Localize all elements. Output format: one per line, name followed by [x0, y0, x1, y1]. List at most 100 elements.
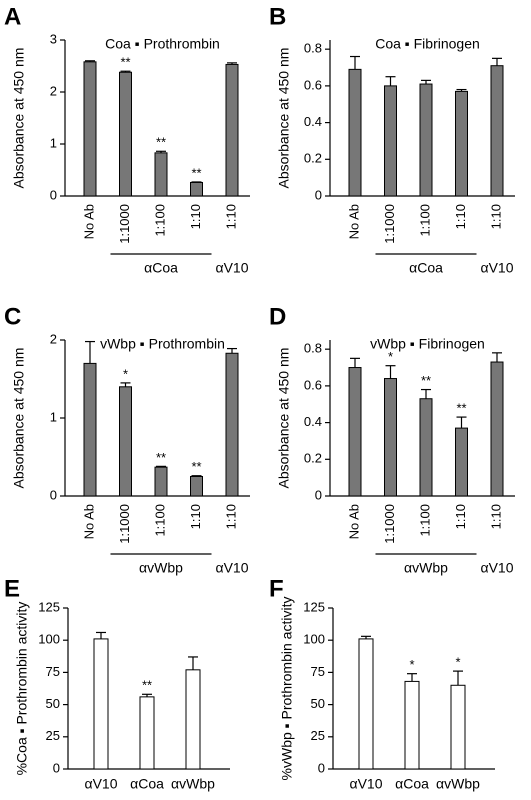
error-bar	[156, 465, 166, 468]
x-tick-label: αvWbp	[436, 776, 480, 792]
error-bar	[96, 631, 106, 639]
panel-letter: B	[269, 3, 286, 30]
x-tick-label: 1:100	[417, 504, 432, 537]
y-tick-label: 0.6	[304, 77, 322, 92]
y-axis-label: %Coa ▪ Prothrombin activity	[14, 602, 30, 776]
x-tick-label: 1:1000	[382, 504, 397, 544]
significance: *	[388, 349, 393, 364]
x-tick-label: 1:10	[188, 204, 203, 229]
bar	[225, 63, 239, 197]
error-bar	[361, 635, 371, 639]
error-bar	[120, 382, 131, 387]
group-label: αV10	[215, 560, 248, 576]
error-bar	[421, 388, 431, 399]
error-bar	[456, 416, 467, 429]
y-tick-label: 25	[46, 728, 60, 743]
error-bar	[492, 57, 502, 66]
bar	[455, 427, 468, 497]
bar	[154, 152, 168, 197]
y-tick-label: 2	[50, 331, 57, 346]
x-tick-label: αvWbp	[171, 776, 215, 792]
error-bar	[85, 60, 95, 62]
group-label: αV10	[480, 260, 513, 276]
error-bar	[191, 475, 202, 477]
panel-letter: A	[4, 3, 21, 30]
error-bar	[142, 693, 152, 697]
significance: *	[455, 655, 460, 670]
bar	[490, 361, 504, 497]
significance: **	[156, 135, 166, 150]
y-tick-label: 0.8	[304, 41, 322, 56]
y-tick-label: 0	[315, 187, 322, 202]
error-bar	[120, 70, 131, 73]
x-tick-label: 1:10	[453, 204, 468, 229]
bar	[93, 638, 109, 770]
y-tick-label: 50	[46, 696, 60, 711]
error-bar	[385, 365, 396, 379]
significance: *	[123, 366, 128, 381]
panel: F%vWbp ▪ Prothrombin activity 0 25 50 75 100 1…	[269, 575, 495, 792]
error-bar	[350, 357, 360, 368]
bar	[83, 61, 97, 197]
x-tick-label: 1:10	[488, 504, 503, 529]
x-tick-label: αV10	[84, 776, 117, 792]
panel-letter: F	[269, 575, 284, 602]
x-tick-label: 1:10	[488, 204, 503, 229]
bar	[154, 466, 168, 497]
y-tick-label: 125	[38, 599, 60, 614]
bar	[348, 367, 362, 497]
bar	[490, 65, 504, 197]
y-tick-label: 75	[311, 664, 325, 679]
panel: B Coa ▪ Fibrinogen Absorbance at 450 nm 0 0.…	[269, 3, 515, 276]
y-tick-label: 75	[46, 664, 60, 679]
significance: **	[191, 459, 201, 474]
bar	[384, 85, 397, 197]
y-axis-label: %vWbp ▪ Prothrombin activity	[279, 597, 295, 781]
y-tick-label: 1	[50, 135, 57, 150]
bar	[358, 638, 374, 770]
x-tick-label: αCoa	[130, 776, 164, 792]
y-tick-label: 25	[311, 728, 325, 743]
x-tick-label: 1:10	[453, 504, 468, 529]
y-tick-label: 50	[311, 696, 325, 711]
x-tick-label: 1:100	[152, 204, 167, 237]
panel-letter: D	[269, 303, 286, 330]
error-bar	[456, 88, 467, 92]
error-bar	[385, 76, 396, 86]
group-label: αCoa	[144, 260, 178, 276]
y-tick-label: 2	[50, 83, 57, 98]
group-label: αCoa	[409, 260, 443, 276]
significance: **	[421, 373, 431, 388]
group-label: αV10	[215, 260, 248, 276]
y-tick-label: 100	[303, 632, 325, 647]
x-tick-label: 1:1000	[117, 504, 132, 544]
x-tick-label: 1:10	[223, 504, 238, 529]
bar	[139, 696, 155, 770]
bar	[185, 669, 201, 770]
x-tick-label: 1:10	[223, 204, 238, 229]
y-tick-label: 0.6	[304, 377, 322, 392]
group-label: αV10	[480, 560, 513, 576]
y-tick-label: 0.4	[304, 114, 322, 129]
bar	[83, 362, 97, 497]
y-tick-label: 0	[53, 760, 60, 775]
x-tick-label: 1:10	[188, 504, 203, 529]
bar	[419, 398, 433, 497]
x-tick-label: αV10	[349, 776, 382, 792]
y-tick-label: 0.2	[304, 451, 322, 466]
bar	[119, 386, 132, 497]
y-tick-label: 0	[50, 487, 57, 502]
x-tick-label: No Ab	[81, 204, 96, 239]
y-axis-label: Absorbance at 450 nm	[276, 48, 292, 189]
significance: **	[156, 450, 166, 465]
y-tick-label: 0.8	[304, 341, 322, 356]
bar	[404, 680, 420, 770]
y-tick-label: 0	[50, 187, 57, 202]
y-axis-label: Absorbance at 450 nm	[276, 348, 292, 489]
error-bar	[156, 150, 166, 153]
y-tick-label: 1	[50, 409, 57, 424]
chart-title: vWbp ▪ Prothrombin	[100, 336, 225, 352]
